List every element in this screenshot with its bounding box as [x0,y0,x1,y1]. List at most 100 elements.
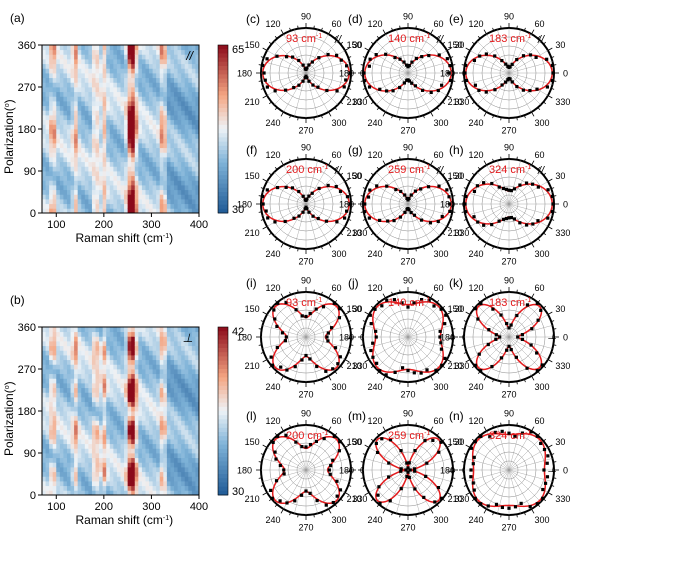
heatmap-cell [74,63,79,69]
heatmap-cell [141,453,146,459]
heatmap-cell [52,378,57,384]
heatmap-cell [127,378,132,384]
data-point [499,313,503,317]
heatmap-cell [152,133,157,139]
heatmap-cell [188,392,193,398]
heatmap-cell [156,208,161,214]
data-point [385,298,389,302]
heatmap-cell [170,373,175,379]
data-point [507,344,511,348]
heatmap-cell [70,453,75,459]
heatmap-cell [149,87,154,93]
heatmap-cell [116,345,121,351]
heatmap-cell [52,397,57,403]
heatmap-cell [124,157,129,163]
polar-tick [334,371,338,375]
colorbar-step [218,486,228,492]
heatmap-cell [134,341,139,347]
heatmap-cell [102,373,107,379]
heatmap-cell [149,77,154,83]
heatmap-cell [134,115,139,121]
heatmap-cell [177,101,182,107]
data-point [432,304,436,308]
heatmap-cell [134,143,139,149]
polar-tick [340,172,344,176]
heatmap-cell [138,345,143,351]
heatmap-cell [138,157,143,163]
heatmap-cell [159,425,164,431]
heatmap-cell [177,166,182,172]
polar-grid-spoke [477,336,510,369]
heatmap-cell [113,157,118,163]
heatmap-cell [81,63,86,69]
configuration-label: ⊥ [446,463,456,475]
heatmap-cell [145,87,150,93]
heatmap-cell [188,115,193,121]
data-point [405,196,409,200]
heatmap-cell [181,485,186,491]
data-point [285,368,289,372]
heatmap-cell [56,411,61,417]
data-point [448,202,452,206]
heatmap-cell [191,401,196,407]
heatmap-cell [145,355,150,361]
heatmap-cell [181,124,186,130]
heatmap-cell [95,336,100,342]
angle-label: 120 [265,19,280,29]
heatmap-cell [56,68,61,74]
heatmap-cell [145,350,150,356]
heatmap-cell [59,453,64,459]
data-point [310,191,314,195]
heatmap-cell [52,138,57,144]
heatmap-cell [195,105,200,111]
heatmap-cell [84,387,89,393]
heatmap-cell [124,355,129,361]
heatmap-cell [109,105,114,111]
heatmap-cell [184,439,189,445]
heatmap-cell [159,364,164,370]
heatmap-cell [56,453,61,459]
heatmap-cell [59,91,64,97]
heatmap-cell [70,194,75,200]
colorbar-step [218,179,228,184]
heatmap-cell [188,341,193,347]
heatmap-cell [63,387,68,393]
heatmap-cell [120,105,125,111]
polar-grid-spoke [305,72,329,113]
heatmap-cell [159,392,164,398]
heatmap-cell [84,415,89,421]
data-point [515,313,519,318]
y-tick-label: 180 [18,406,36,418]
heatmap-cell [102,203,107,209]
angle-label: 330 [555,97,570,107]
heatmap-cell [166,119,171,125]
heatmap-cell [63,129,68,135]
heatmap-cell [106,457,111,463]
data-point [440,496,444,500]
heatmap-cell [74,401,79,407]
heatmap-cell [156,355,161,361]
heatmap-cell [134,171,139,177]
heatmap-cell [149,161,154,167]
heatmap-cell [45,434,50,440]
heatmap-cell [170,115,175,121]
heatmap-cell [156,327,161,333]
heatmap-cell [131,369,136,375]
heatmap-cell [134,194,139,200]
heatmap-cell [131,96,136,102]
heatmap-cell [91,327,96,333]
heatmap-cell [113,199,118,205]
polar-tick [450,56,454,58]
heatmap-cell [131,166,136,172]
heatmap-cell [45,373,50,379]
y-tick-label: 0 [30,490,36,502]
polar-panel-g: (g)0306090120150180210240270300330259 cm… [339,143,469,267]
heatmap-cell [113,161,118,167]
heatmap-cell [109,166,114,172]
heatmap-cell [141,115,146,121]
heatmap-cell [195,439,200,445]
polar-grid-spoke [274,438,307,471]
data-point [335,479,339,483]
heatmap-cell [138,124,143,130]
heatmap-cell [102,392,107,398]
